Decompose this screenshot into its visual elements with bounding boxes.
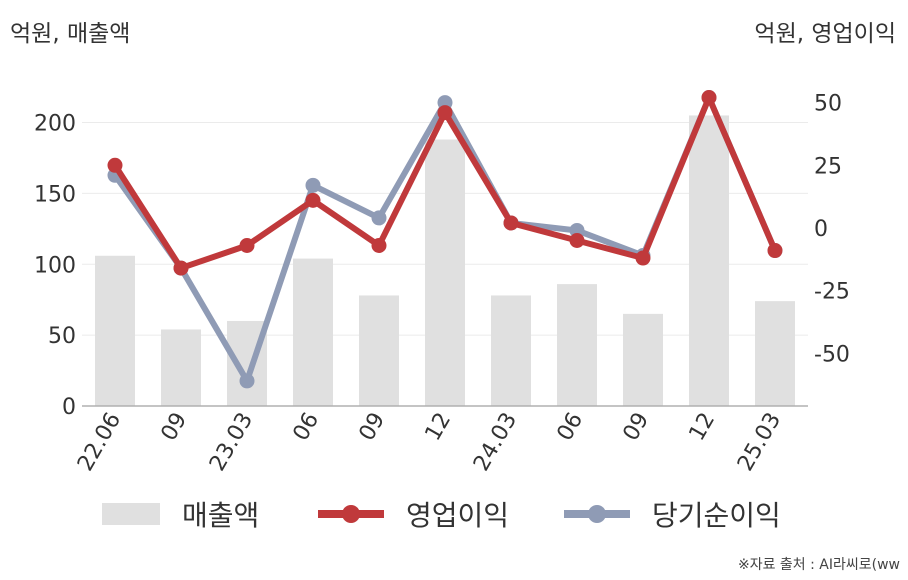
bar xyxy=(491,295,531,406)
left-axis-unit: 억원, 매출액 xyxy=(10,21,131,47)
data-point xyxy=(305,177,321,193)
y-left-tick-label: 200 xyxy=(34,112,76,137)
right-axis-ticks: -50 -25 0 25 50 xyxy=(814,92,850,368)
data-point xyxy=(371,210,387,226)
x-tick-label: 06 xyxy=(553,409,589,446)
x-tick-label: 23.03 xyxy=(205,409,258,476)
x-tick-label: 09 xyxy=(157,409,193,446)
data-point xyxy=(371,238,387,254)
legend-swatch-line xyxy=(564,502,630,526)
bar xyxy=(623,313,663,406)
x-axis-ticks: 22.06 09 23.03 06 09 12 24.03 06 09 12 25.03 xyxy=(73,409,786,476)
legend-item-revenue: 매출액 xyxy=(102,494,259,534)
data-point xyxy=(767,243,783,259)
y-left-tick-label: 150 xyxy=(34,182,76,207)
source-note: ※자료 출처 : AI라씨로(ww xyxy=(737,557,900,573)
legend-item-net-income: 당기순이익 xyxy=(564,494,781,534)
data-point xyxy=(701,90,717,106)
data-point xyxy=(173,260,189,276)
bar xyxy=(359,295,399,406)
data-point xyxy=(503,215,519,231)
bar xyxy=(755,301,795,406)
legend-label: 당기순이익 xyxy=(652,499,781,532)
x-tick-label: 06 xyxy=(289,409,325,446)
legend-swatch-bar xyxy=(102,503,160,525)
y-right-tick-label: -25 xyxy=(814,280,850,305)
y-left-tick-label: 0 xyxy=(62,395,76,420)
data-point xyxy=(635,250,651,266)
x-tick-label: 09 xyxy=(355,409,391,446)
bar xyxy=(293,258,333,406)
y-right-tick-label: 0 xyxy=(814,217,828,242)
data-point xyxy=(239,238,255,254)
x-tick-label: 22.06 xyxy=(73,409,126,476)
bar xyxy=(425,139,465,406)
y-right-tick-label: 50 xyxy=(814,92,842,117)
legend-label: 매출액 xyxy=(182,499,260,532)
revenue-bars xyxy=(95,115,795,406)
profit-lines xyxy=(107,90,783,389)
bar xyxy=(557,284,597,406)
x-tick-label: 24.03 xyxy=(469,409,522,476)
x-tick-label: 25.03 xyxy=(733,409,786,476)
data-point xyxy=(305,192,321,208)
y-left-tick-label: 100 xyxy=(34,253,76,278)
y-right-tick-label: 25 xyxy=(814,154,842,179)
data-point xyxy=(437,105,453,121)
data-point xyxy=(239,373,255,389)
legend-item-operating-profit: 영업이익 xyxy=(318,494,509,534)
y-left-tick-label: 50 xyxy=(48,324,76,349)
x-tick-label: 12 xyxy=(421,409,457,446)
bar xyxy=(95,255,135,406)
y-right-tick-label: -50 xyxy=(814,342,850,367)
bar xyxy=(689,115,729,406)
x-tick-label: 09 xyxy=(619,409,655,446)
right-axis-unit: 억원, 영업이익 xyxy=(754,21,896,47)
left-axis-ticks: 0 50 100 150 200 xyxy=(34,112,76,420)
x-tick-label: 12 xyxy=(685,409,721,446)
legend-swatch-line xyxy=(318,502,384,526)
legend-label: 영업이익 xyxy=(406,499,510,532)
bar xyxy=(161,329,201,406)
data-point xyxy=(107,157,123,173)
data-point xyxy=(569,232,585,248)
